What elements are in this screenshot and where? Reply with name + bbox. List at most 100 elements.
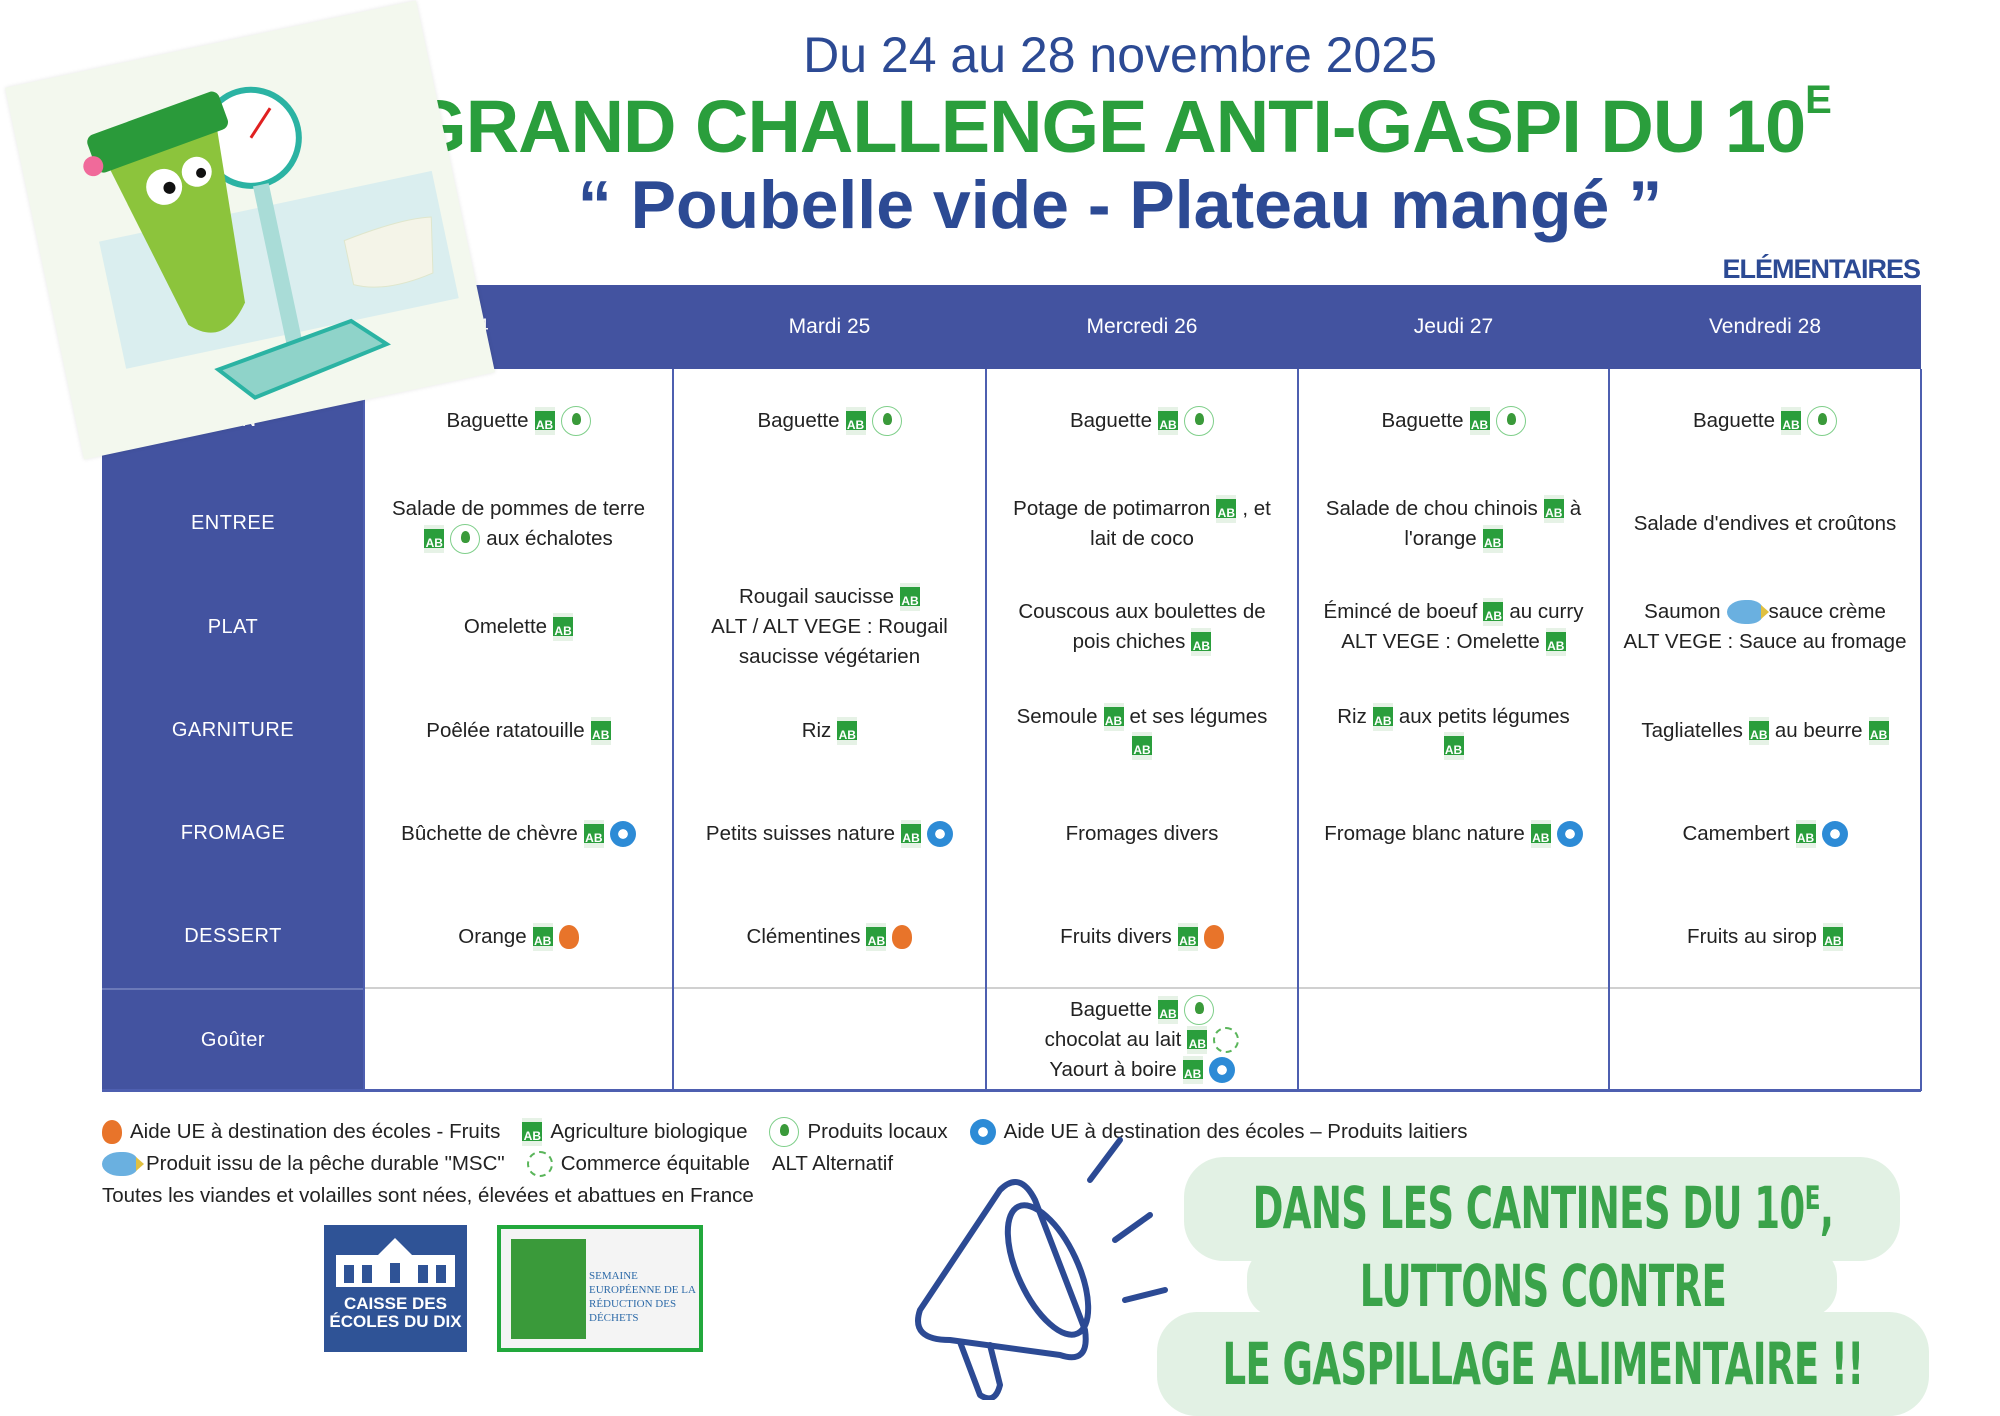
row-label: FROMAGE xyxy=(102,782,364,885)
dish-text: Couscous aux boulettes de xyxy=(1018,600,1266,623)
dish-text: Baguette xyxy=(1069,997,1153,1021)
dish-text: Fromages divers xyxy=(1065,821,1219,845)
legend-text: Aide UE à destination des écoles - Fruit… xyxy=(130,1120,501,1143)
legend-text: Agriculture biologique xyxy=(550,1120,748,1143)
page-subtitle: “ Poubelle vide - Plateau mangé ” xyxy=(577,167,1663,243)
row-label: PLAT xyxy=(102,575,364,679)
menu-line: Salade d'endives et croûtons xyxy=(1634,509,1897,539)
menu-line: AB xyxy=(1443,731,1464,760)
dish-text: Yaourt à boire xyxy=(1049,1057,1177,1081)
eu-dairy-aid-icon xyxy=(1556,820,1583,847)
menu-line: lait de coco xyxy=(1090,524,1194,554)
organic-ab-icon: AB xyxy=(583,819,604,848)
organic-ab-icon: AB xyxy=(1132,731,1152,760)
menu-line: Orange AB xyxy=(458,922,579,952)
organic-ab-icon: AB xyxy=(837,716,858,745)
menu-line: Couscous aux boulettes de xyxy=(1018,597,1265,627)
menu-cell: Riz AB aux petits légumes AB xyxy=(1298,679,1609,782)
menu-cell: Fruits divers AB xyxy=(986,885,1298,988)
organic-ab-icon: AB xyxy=(1191,628,1212,656)
organic-ab-icon: AB xyxy=(1469,406,1490,435)
menu-line: Baguette AB xyxy=(1069,994,1215,1025)
school-building-icon xyxy=(336,1238,455,1287)
dish-text: Salade d'endives et croûtons xyxy=(1633,511,1897,535)
menu-cell xyxy=(1609,988,1921,1091)
organic-ab-icon: AB xyxy=(1187,1025,1208,1054)
dish-text: Bûchette de chèvre xyxy=(401,821,578,845)
local-product-icon xyxy=(1807,405,1838,436)
organic-ab-icon: AB xyxy=(1443,731,1464,760)
menu-line: Semoule AB et ses légumes xyxy=(1017,702,1268,732)
dish-text: Baguette xyxy=(446,408,529,432)
local-product-icon xyxy=(871,405,902,436)
menu-cell: Potage de potimarron AB, et lait de coco xyxy=(986,472,1298,575)
table-bottom-border xyxy=(102,1089,1921,1092)
banner-line-1: DANS LES CANTINES DU 10ᴱ, xyxy=(1252,1174,1834,1242)
organic-ab-icon: AB xyxy=(1482,524,1503,553)
local-product-icon xyxy=(1495,405,1526,436)
title-text: GRAND CHALLENGE ANTI-GASPI DU 10 xyxy=(409,85,1806,168)
menu-line: Petits suisses nature AB xyxy=(706,819,954,849)
organic-ab-icon: AB xyxy=(1372,702,1393,731)
menu-line: chocolat au lait AB xyxy=(1045,1025,1240,1055)
dish-text: Baguette xyxy=(757,408,840,432)
menu-line: Salade de chou chinois AB à xyxy=(1326,494,1581,524)
menu-line: saucisse végétarien xyxy=(739,642,920,672)
organic-ab-icon: AB xyxy=(1545,628,1566,656)
dish-text: Émincé de boeuf xyxy=(1323,600,1478,623)
menu-line: Émincé de boeuf AB au curry xyxy=(1323,597,1583,627)
dish-text: Fromage blanc nature xyxy=(1324,821,1525,845)
local-product-icon xyxy=(450,523,481,554)
dish-text: Baguette xyxy=(1692,408,1776,432)
menu-cell: Fromages divers xyxy=(986,782,1298,885)
menu-cell: Semoule AB et ses légumes AB xyxy=(986,679,1298,782)
organic-ab-icon: AB xyxy=(901,819,922,848)
eu-fruit-aid-icon xyxy=(1203,924,1224,949)
menu-cell: Baguette AB xyxy=(986,369,1298,472)
eu-dairy-aid-icon xyxy=(927,820,954,847)
dish-text: Poêlée ratatouille xyxy=(426,718,585,742)
menu-line: Fruits divers AB xyxy=(1060,922,1224,952)
menu-line: Potage de potimarron AB, et xyxy=(1013,494,1271,524)
menu-cell: Poêlée ratatouille AB xyxy=(364,679,673,782)
menu-line: Baguette AB xyxy=(1381,405,1526,436)
legend-text: Toutes les viandes et volailles sont née… xyxy=(102,1184,754,1207)
organic-ab-icon: AB xyxy=(1543,494,1564,523)
dish-text: Salade de chou chinois xyxy=(1325,496,1538,520)
column-divider xyxy=(1297,369,1299,1091)
menu-line: Camembert AB xyxy=(1682,819,1848,849)
legend-row: Toutes les viandes et volailles sont née… xyxy=(102,1180,1481,1212)
dish-text: saucisse végétarien xyxy=(738,645,921,668)
menu-cell: Salade de pommes de terre AB aux échalotes xyxy=(364,472,673,575)
menu-line: Baguette AB xyxy=(1692,405,1838,436)
eu-fruit-aid-icon xyxy=(558,924,579,949)
row-label: GARNITURE xyxy=(102,679,364,782)
dish-text: aux petits légumes xyxy=(1398,704,1570,728)
organic-ab-icon: AB xyxy=(1103,702,1124,731)
menu-cell xyxy=(673,472,986,575)
dish-text: Camembert xyxy=(1682,821,1790,845)
dish-text: ALT VEGE : Sauce au fromage xyxy=(1623,630,1907,653)
menu-line: pois chiches AB xyxy=(1073,627,1212,657)
dish-text: ALT / ALT VEGE : Rougail xyxy=(711,615,948,638)
dish-text: Potage de potimarron xyxy=(1013,496,1211,520)
organic-ab-icon: AB xyxy=(1822,922,1843,951)
menu-cell: Couscous aux boulettes de pois chiches AB xyxy=(986,575,1298,679)
menu-cell: Baguette AB xyxy=(673,369,986,472)
menu-line: Yaourt à boire AB xyxy=(1049,1055,1235,1085)
menu-cell xyxy=(1298,885,1609,988)
dish-text: Baguette xyxy=(1381,408,1464,432)
eu-dairy-aid-icon xyxy=(1208,1056,1235,1083)
organic-ab-icon: AB xyxy=(1530,819,1551,848)
organic-ab-icon: AB xyxy=(1781,406,1802,435)
dish-text: Salade de pommes de terre xyxy=(392,496,645,520)
row-label: Goûter xyxy=(102,988,364,1091)
dish-text: , et xyxy=(1242,496,1271,520)
organic-ab-icon: AB xyxy=(1158,406,1179,435)
title-superscript: E xyxy=(1805,78,1832,122)
column-divider xyxy=(1608,369,1610,1091)
dish-text: et ses légumes xyxy=(1129,704,1268,728)
menu-cell: Saumon sauce crème ALT VEGE : Sauce au fro… xyxy=(1609,575,1921,679)
menu-cell: Rougail saucisse AB ALT / ALT VEGE : Rouga… xyxy=(673,575,986,679)
column-divider xyxy=(1920,369,1922,1091)
